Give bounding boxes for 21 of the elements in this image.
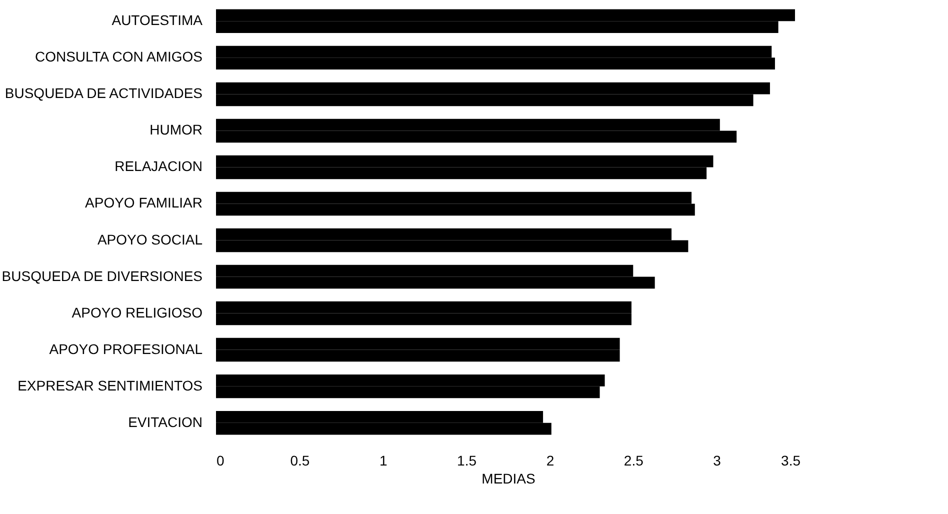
y-tick-label: AUTOESTIMA: [112, 12, 204, 28]
y-tick-label: APOYO PROFESIONAL: [49, 340, 203, 357]
x-tick-label: 2.5: [624, 452, 644, 468]
y-tick-label: APOYO SOCIAL: [97, 231, 203, 248]
x-tick-label: 3: [713, 452, 722, 468]
y-tick-label: APOYO RELIGIOSO: [72, 304, 203, 320]
y-tick-label: EVITACION: [128, 414, 202, 430]
y-tick-label: BUSQUEDA DE ACTIVIDADES: [4, 85, 202, 102]
y-tick-label: CONSULTA CON AMIGOS: [34, 48, 202, 65]
x-tick-label: 1.5: [457, 452, 477, 468]
x-tick-label: 2: [546, 452, 554, 468]
y-tick-label: HUMOR: [150, 122, 202, 138]
y-tick-label: EXPRESAR SENTIMIENTOS: [18, 377, 202, 394]
y-tick-label: BUSQUEDA DE DIVERSIONES: [2, 268, 202, 284]
y-tick-label: RELAJACION: [114, 158, 202, 174]
y-tick-label: APOYO FAMILIAR: [85, 194, 202, 211]
x-tick-label: 3.5: [781, 452, 801, 468]
x-tick-label: 0.5: [290, 452, 310, 468]
x-tick-label: 0: [216, 452, 224, 468]
x-axis-title: MEDIAS: [482, 470, 536, 486]
x-tick-label: 1: [379, 452, 388, 468]
